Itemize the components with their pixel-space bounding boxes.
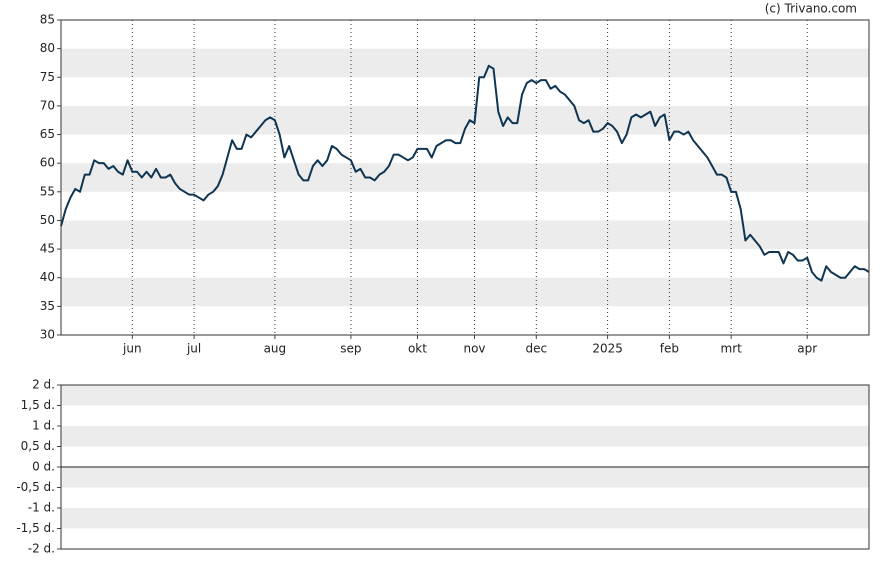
x-tick-label: okt bbox=[408, 342, 427, 356]
x-tick-label: sep bbox=[340, 342, 361, 356]
y-tick-label: 0,5 d. bbox=[21, 439, 55, 453]
y-tick-label: 50 bbox=[40, 213, 55, 227]
x-tick-label: apr bbox=[797, 342, 817, 356]
band bbox=[61, 467, 869, 488]
y-tick-label: 65 bbox=[40, 127, 55, 141]
y-tick-label: 75 bbox=[40, 70, 55, 84]
y-tick-label: 55 bbox=[40, 184, 55, 198]
x-tick-label: dec bbox=[525, 342, 547, 356]
band bbox=[61, 508, 869, 529]
y-tick-label: 2 d. bbox=[32, 378, 55, 392]
y-tick-label: 1 d. bbox=[32, 419, 55, 433]
price-line bbox=[60, 64, 870, 282]
band bbox=[61, 48, 869, 78]
band bbox=[61, 426, 869, 447]
y-tick-label: 1,5 d. bbox=[21, 398, 55, 412]
x-tick-label: aug bbox=[264, 342, 287, 356]
y-tick-label: 40 bbox=[40, 270, 55, 284]
y-tick-label: 70 bbox=[40, 98, 55, 112]
y-tick-label: 0 d. bbox=[32, 460, 55, 474]
y-tick-label: 45 bbox=[40, 242, 55, 256]
x-tick-label: nov bbox=[463, 342, 485, 356]
y-tick-label: -2 d. bbox=[28, 542, 55, 556]
y-tick-label: 60 bbox=[40, 156, 55, 170]
x-tick-label: jul bbox=[186, 342, 201, 356]
band bbox=[61, 220, 869, 250]
y-tick-label: 85 bbox=[40, 13, 55, 27]
band bbox=[61, 385, 869, 406]
x-tick-label: 2025 bbox=[592, 342, 623, 356]
band bbox=[61, 163, 869, 192]
x-tick-label: feb bbox=[660, 342, 679, 356]
x-tick-label: jun bbox=[122, 342, 142, 356]
y-tick-label: -1 d. bbox=[28, 501, 55, 515]
y-tick-label: 35 bbox=[40, 299, 55, 313]
x-tick-label: mrt bbox=[721, 342, 743, 356]
y-tick-label: 80 bbox=[40, 41, 55, 55]
y-tick-label: 30 bbox=[40, 328, 55, 342]
credit: (c) Trivano.com bbox=[765, 2, 857, 16]
y-tick-label: -1,5 d. bbox=[16, 521, 55, 535]
plot-frame bbox=[60, 384, 870, 550]
band bbox=[61, 277, 869, 307]
plot-frame bbox=[60, 19, 870, 336]
y-tick-label: -0,5 d. bbox=[16, 480, 55, 494]
